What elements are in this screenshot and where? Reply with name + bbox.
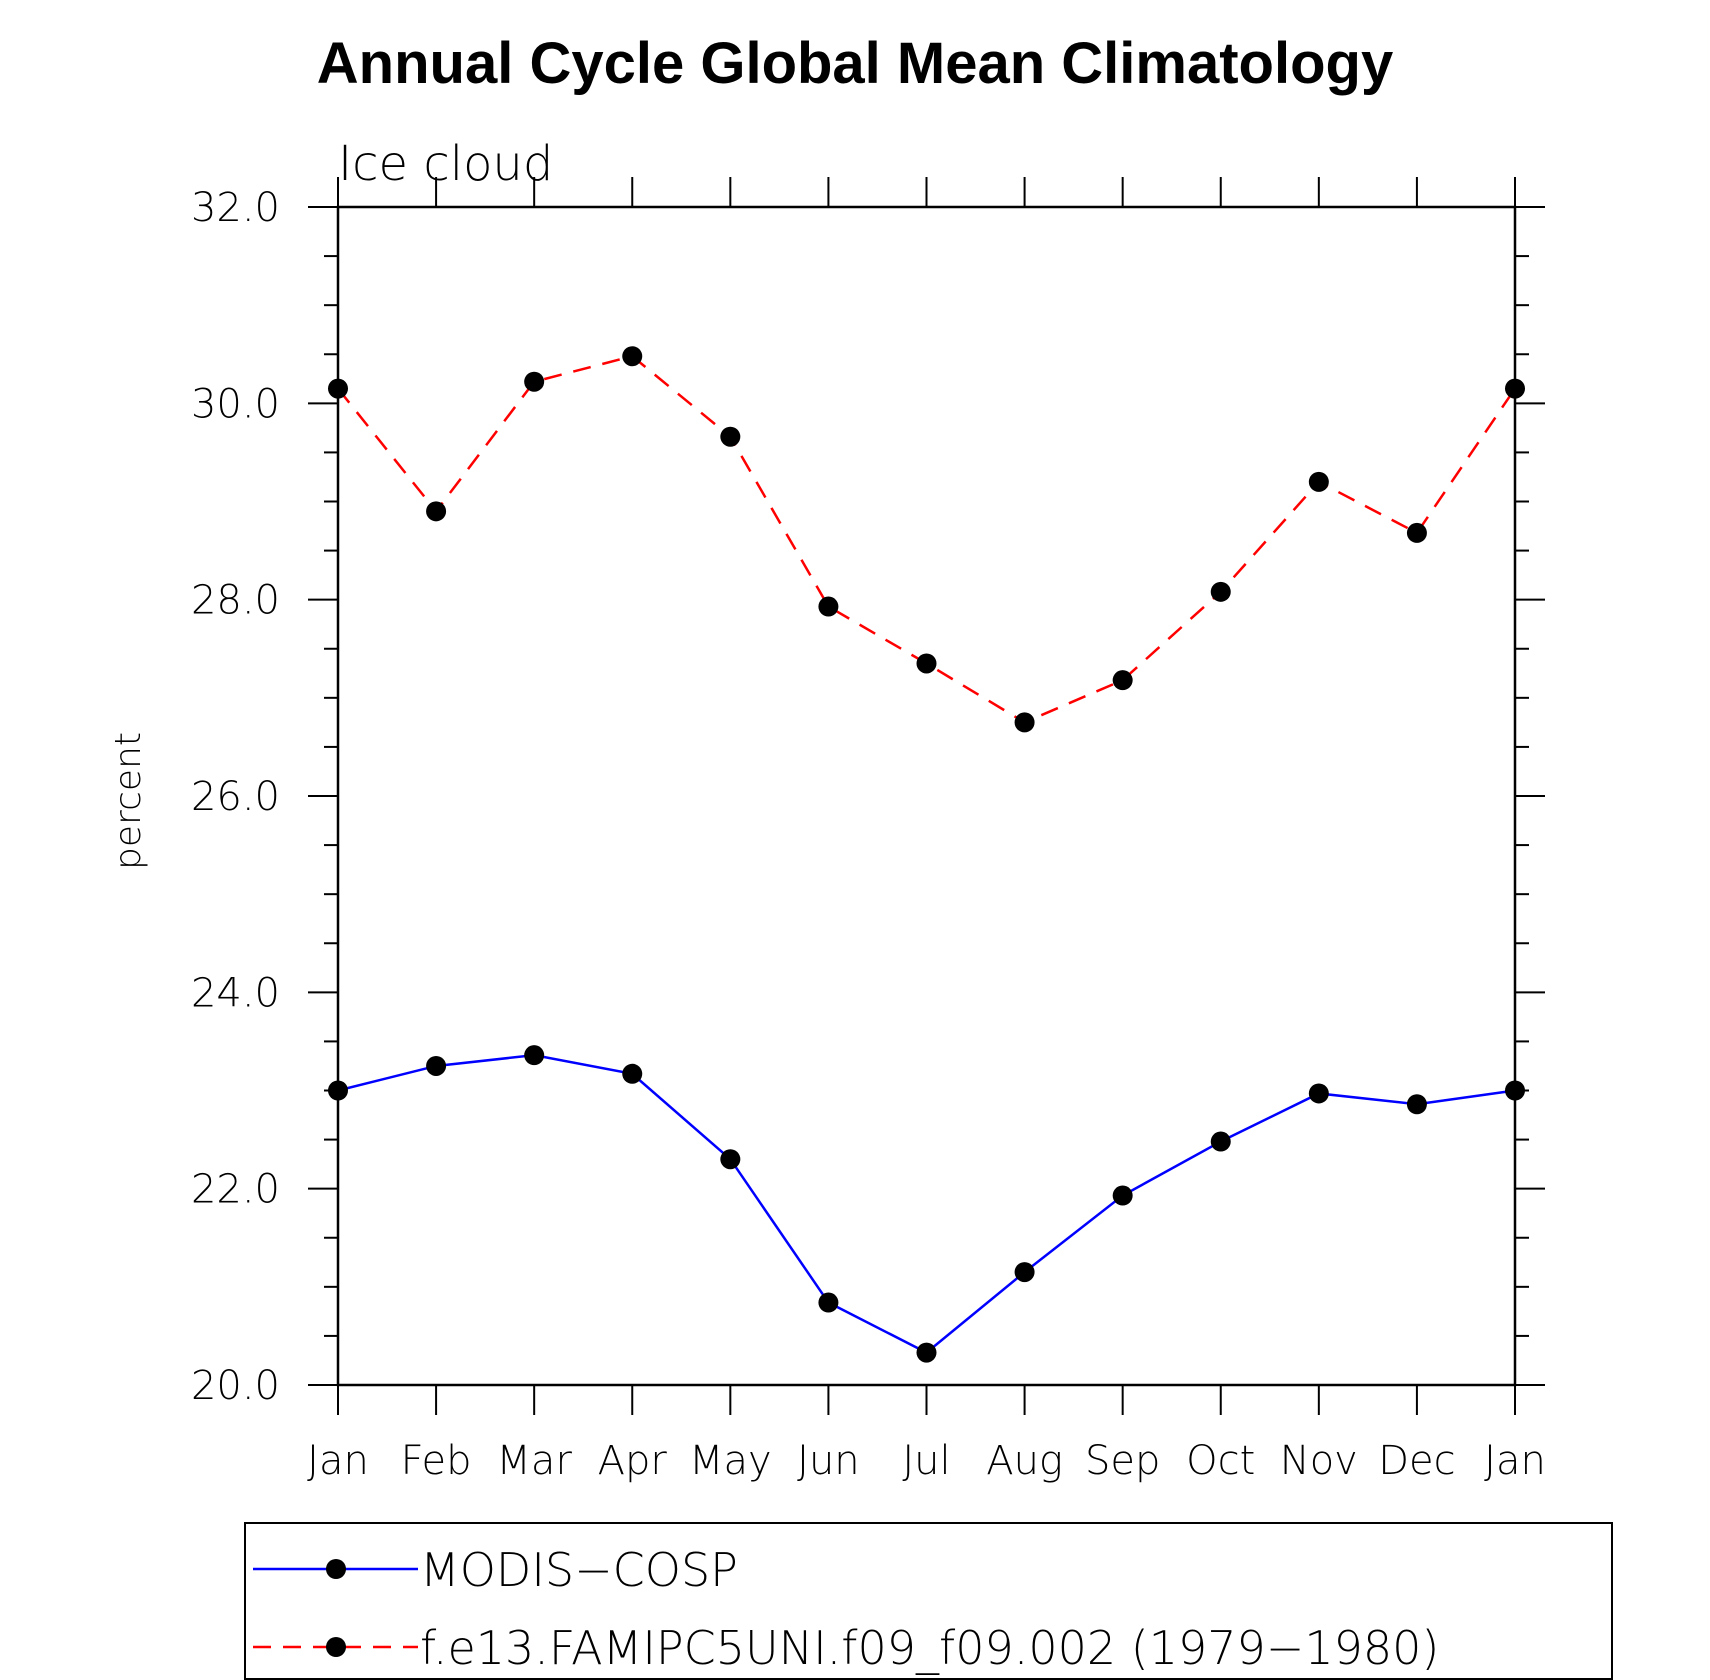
series-2-point <box>622 346 643 367</box>
y-tick-label: 32.0 <box>191 185 280 231</box>
y-tick-label: 20.0 <box>191 1363 280 1409</box>
series-2-point <box>1406 522 1427 543</box>
x-tick-label: Oct <box>1186 1438 1255 1484</box>
legend-marker-2 <box>326 1637 346 1657</box>
plot-frame <box>336 205 1517 1387</box>
x-tick-label: Dec <box>1378 1438 1455 1484</box>
series-2-point <box>1014 712 1035 733</box>
series-1-point <box>622 1063 643 1084</box>
series-1-point <box>818 1292 839 1313</box>
legend-marker-1 <box>326 1559 346 1579</box>
x-tick-label: May <box>689 1438 772 1484</box>
series-1-point <box>1210 1131 1231 1152</box>
series-1-point <box>328 1080 348 1101</box>
x-tick-label: Nov <box>1280 1438 1358 1484</box>
series-2-point <box>1308 471 1329 492</box>
series-2-point <box>1210 581 1231 602</box>
x-tick-label: Jan <box>307 1438 369 1484</box>
y-tick-label: 26.0 <box>191 774 280 820</box>
series-1-point <box>720 1149 741 1170</box>
series-2-point <box>524 371 545 392</box>
y-axis-label: percent <box>108 732 149 870</box>
chart-subtitle: Ice cloud <box>338 136 553 192</box>
x-tick-label: Aug <box>986 1438 1063 1484</box>
chart-title: Annual Cycle Global Mean Climatology <box>316 31 1394 96</box>
x-tick-label: Mar <box>496 1438 572 1484</box>
series-2-point <box>1505 378 1525 399</box>
series-1-point <box>1505 1080 1525 1101</box>
y-tick-label: 28.0 <box>191 578 280 624</box>
x-tick-label: Feb <box>401 1438 472 1484</box>
y-tick-label: 22.0 <box>191 1167 280 1213</box>
x-tick-label: Jun <box>797 1438 860 1484</box>
series-1-point <box>916 1342 937 1363</box>
series-2-point <box>916 653 937 674</box>
x-tick-label: Sep <box>1085 1438 1160 1484</box>
x-tick-label: Jan <box>1484 1438 1546 1484</box>
legend-label-2: f.e13.FAMIPC5UNI.f09_f09.002 (1979−1980) <box>420 1621 1439 1675</box>
x-tick-label: Apr <box>598 1438 668 1484</box>
series-1-point <box>1406 1094 1427 1115</box>
series-1-point <box>1014 1262 1035 1283</box>
series-2-point <box>1112 670 1133 691</box>
series-1-point <box>1112 1185 1133 1206</box>
series-1-point <box>426 1055 447 1076</box>
series-2-point <box>818 596 839 617</box>
legend-box <box>244 1522 1613 1680</box>
series-1-point <box>524 1045 545 1066</box>
legend-label-1: MODIS−COSP <box>420 1543 738 1597</box>
y-tick-label: 24.0 <box>191 970 280 1016</box>
series-2-point <box>328 378 348 399</box>
series-line-1 <box>337 1053 1516 1355</box>
series-2-point <box>720 426 741 447</box>
series-1-point <box>1308 1083 1329 1104</box>
y-tick-label: 30.0 <box>191 381 280 427</box>
x-tick-label: Jul <box>902 1438 950 1484</box>
series-2-point <box>426 501 447 522</box>
